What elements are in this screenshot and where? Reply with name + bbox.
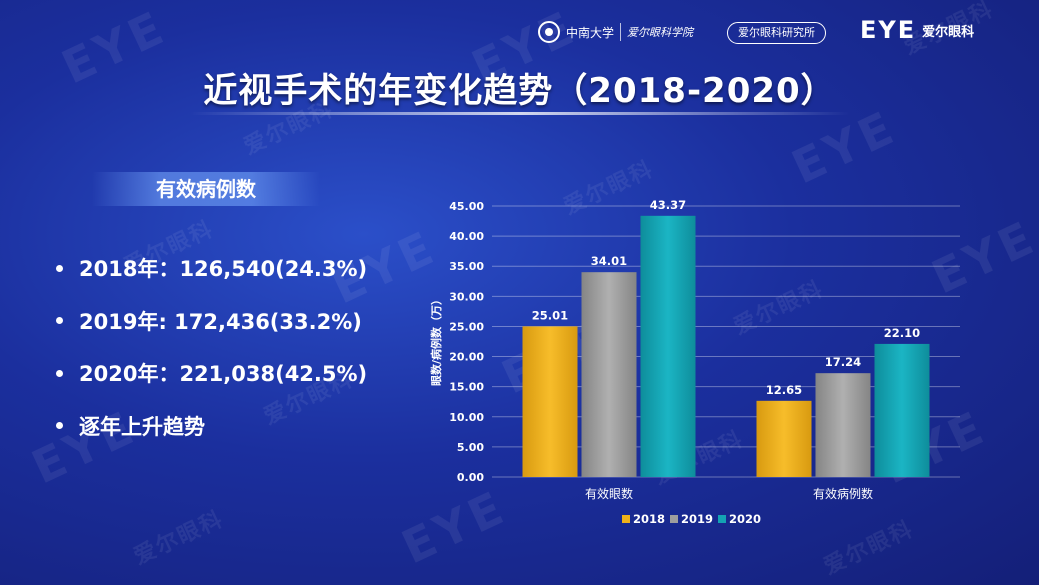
csu-logo: 中南大学 爱尔眼科学院 (538, 20, 693, 44)
bar-2018-1 (756, 400, 812, 477)
section-header: 有效病例数 (92, 172, 320, 206)
data-label: 25.01 (532, 308, 568, 322)
legend-swatch-2020 (718, 515, 726, 523)
y-tick-label: 20.00 (449, 351, 484, 364)
eye-logo-cn: 爱尔眼科 (922, 24, 975, 40)
data-labels: 25.01 34.01 43.37 12.65 17.24 22.10 (532, 198, 920, 397)
data-label: 34.01 (591, 254, 627, 268)
bullet-item-2019: 2019年: 172,436(33.2%) (56, 307, 367, 335)
bullet-dot-icon (56, 369, 63, 377)
y-axis-ticks: 0.00 5.00 10.00 15.00 20.00 25.00 30.00 35.00 40… (449, 200, 484, 484)
x-axis-categories: 有效眼数 有效病例数 (585, 486, 873, 501)
data-label: 43.37 (650, 198, 686, 212)
bar-2020-0 (640, 215, 696, 477)
bars (522, 215, 930, 477)
university-seal-icon (538, 21, 560, 43)
category-label: 有效眼数 (585, 486, 633, 501)
y-tick-label: 35.00 (449, 260, 484, 273)
y-axis-label: 眼数/病例数（万） (429, 294, 443, 386)
y-tick-label: 40.00 (449, 230, 484, 243)
legend-swatch-2018 (622, 515, 630, 523)
bullet-item-trend: 逐年上升趋势 (56, 412, 367, 440)
category-label: 有效病例数 (813, 486, 873, 501)
y-tick-label: 5.00 (457, 441, 484, 454)
institute-badge: 爱尔眼科研究所 (727, 22, 826, 44)
legend-label-2018: 2018 (633, 512, 665, 526)
bar-2019-1 (815, 373, 871, 477)
title-underline (190, 112, 850, 115)
y-tick-label: 15.00 (449, 381, 484, 394)
bullet-dot-icon (56, 317, 63, 325)
chart-legend: 2018 2019 2020 (622, 512, 761, 526)
university-name: 中南大学 (566, 25, 615, 40)
y-tick-label: 10.00 (449, 411, 484, 424)
legend-label-2020: 2020 (729, 512, 761, 526)
eye-logo-mark: EYE (860, 16, 917, 44)
school-name: 爱尔眼科学院 (627, 26, 694, 39)
bar-2020-1 (874, 343, 930, 477)
bullet-item-2018: 2018年：126,540(24.3%) (56, 254, 367, 282)
data-label: 17.24 (825, 355, 861, 369)
bullet-item-2020: 2020年：221,038(42.5%) (56, 359, 367, 387)
page-title: 近视手术的年变化趋势（2018-2020） (203, 71, 836, 111)
y-tick-label: 30.00 (449, 290, 484, 303)
bullet-dot-icon (56, 422, 63, 430)
bullet-dot-icon (56, 264, 63, 272)
y-tick-label: 0.00 (457, 471, 484, 484)
aier-eye-logo: EYE 爱尔眼科 (860, 16, 975, 44)
data-label: 12.65 (766, 383, 802, 397)
y-tick-label: 25.00 (449, 320, 484, 333)
legend-swatch-2019 (670, 515, 678, 523)
data-label: 22.10 (884, 326, 920, 340)
logo-divider (620, 23, 622, 41)
y-tick-label: 45.00 (449, 200, 484, 213)
bullet-list: 2018年：126,540(24.3%) 2019年: 172,436(33.2… (56, 254, 367, 464)
bar-2019-0 (581, 272, 637, 477)
legend-label-2019: 2019 (681, 512, 713, 526)
bar-2018-0 (522, 326, 578, 477)
